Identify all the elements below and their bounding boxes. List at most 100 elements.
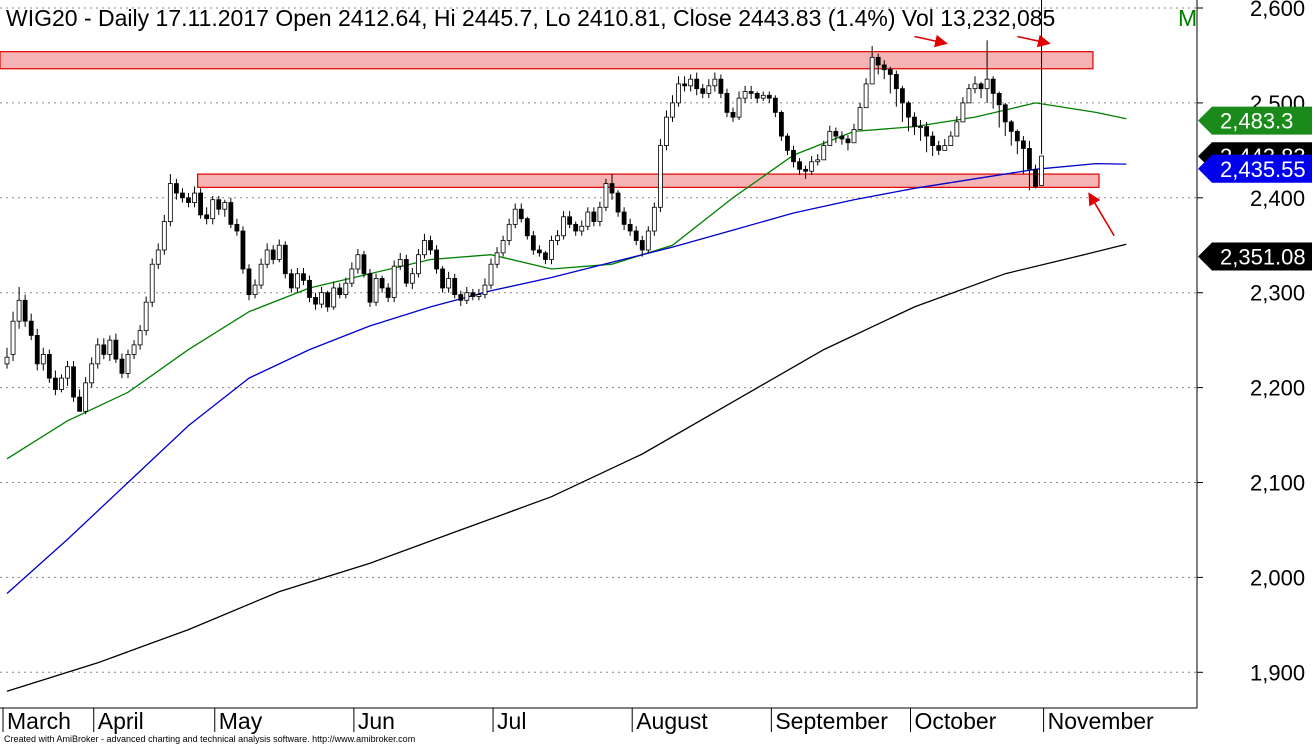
candle-body	[301, 273, 306, 281]
candle-body	[633, 230, 639, 241]
candle-body	[107, 339, 113, 355]
candle-body	[1033, 168, 1038, 187]
candle	[282, 241, 288, 279]
candle-body	[1021, 140, 1026, 149]
candle-body	[549, 240, 554, 260]
candle-body	[555, 235, 560, 241]
candle	[863, 78, 869, 109]
candle-body	[71, 366, 76, 398]
candle	[779, 110, 784, 141]
candle	[561, 211, 566, 240]
candle	[367, 268, 373, 307]
candle	[83, 377, 89, 415]
ma-mid-value-tag-bg	[1198, 154, 1312, 183]
candle	[276, 239, 282, 263]
candle	[990, 76, 996, 109]
candle	[119, 353, 125, 379]
candle-body	[155, 249, 161, 265]
candle	[694, 72, 700, 96]
candle	[173, 178, 179, 200]
candle-body	[222, 202, 228, 210]
x-axis: March April May Jun Jul August September Octobe…	[2, 708, 1154, 734]
candle	[664, 110, 669, 151]
candle	[549, 235, 554, 265]
candle-body	[373, 278, 379, 303]
candle	[228, 197, 234, 229]
candle	[307, 275, 312, 303]
candle-body	[537, 249, 542, 254]
candle	[688, 74, 694, 92]
candle-body	[809, 161, 815, 172]
candle	[397, 252, 403, 270]
candle	[518, 203, 524, 223]
candle	[143, 296, 149, 336]
candle-body	[458, 294, 464, 301]
candle-body	[482, 284, 488, 295]
candle-body	[234, 223, 240, 232]
candle	[258, 258, 264, 289]
candle	[972, 76, 978, 94]
candle-body	[216, 199, 222, 210]
candle-body	[821, 145, 827, 161]
candle	[942, 138, 948, 151]
candle-body	[1039, 155, 1044, 186]
candle	[936, 140, 942, 156]
candle	[59, 374, 64, 393]
y-tick-label: 2,100	[1250, 471, 1305, 496]
candle	[71, 361, 76, 402]
candle-body	[688, 78, 694, 87]
candle	[857, 102, 863, 130]
candle	[658, 138, 663, 213]
candle	[839, 131, 845, 145]
candle	[34, 328, 40, 371]
candle	[240, 226, 246, 274]
candle-body	[307, 279, 312, 298]
candle-body	[960, 102, 966, 123]
candle-body	[579, 225, 585, 232]
candle	[887, 66, 893, 94]
candle	[670, 95, 675, 122]
candle	[403, 254, 409, 288]
candle	[845, 135, 851, 151]
candle	[1033, 164, 1038, 189]
candle	[270, 245, 276, 265]
candle-body	[615, 192, 621, 213]
candle-body	[355, 254, 361, 270]
candle-body	[228, 202, 234, 225]
candle	[537, 245, 542, 257]
candle-body	[337, 287, 343, 295]
candle-body	[1027, 148, 1032, 170]
candle-body	[143, 301, 149, 332]
candles	[4, 0, 1044, 415]
candle	[954, 116, 960, 137]
candle-body	[597, 206, 603, 222]
candle	[149, 258, 155, 307]
candle-body	[186, 197, 191, 203]
candle-body	[210, 199, 216, 220]
month-label: November	[1048, 708, 1154, 734]
candle	[385, 283, 391, 303]
candle	[234, 218, 240, 236]
candle	[827, 125, 833, 147]
candle	[180, 188, 185, 203]
y-tick-label: 2,000	[1250, 565, 1305, 590]
candle	[772, 95, 778, 118]
candle	[996, 91, 1002, 128]
ma-long-line	[6, 243, 1127, 692]
candle	[785, 133, 790, 156]
candle-body	[972, 83, 978, 90]
candle	[331, 281, 337, 310]
candle	[373, 273, 379, 306]
candle-body	[167, 183, 173, 222]
ma-mid-line	[6, 162, 1127, 594]
candle	[458, 290, 464, 306]
candle	[222, 199, 228, 217]
candle-body	[161, 221, 167, 251]
candle-body	[524, 218, 530, 237]
candle	[984, 40, 990, 103]
candle-body	[718, 78, 724, 94]
candle-body	[1008, 121, 1014, 132]
candle-body	[125, 353, 131, 374]
y-tick-label: 2,400	[1250, 186, 1305, 211]
month-label: October	[915, 708, 997, 734]
